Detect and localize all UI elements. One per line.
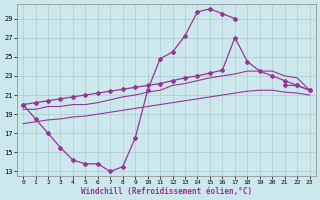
X-axis label: Windchill (Refroidissement éolien,°C): Windchill (Refroidissement éolien,°C)	[81, 187, 252, 196]
